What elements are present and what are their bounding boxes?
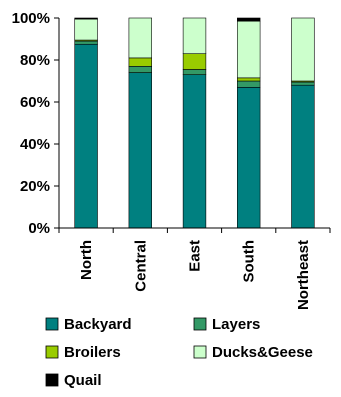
legend-label: Quail <box>64 372 102 389</box>
bar-segment <box>182 74 207 229</box>
bar-segment <box>237 17 261 22</box>
y-tick-label: 0% <box>28 220 50 237</box>
legend-label: Layers <box>212 316 260 333</box>
x-category-label: South <box>241 240 258 282</box>
legend-label: Ducks&Geese <box>212 344 313 361</box>
bar-segment <box>237 20 261 79</box>
y-tick-label: 60% <box>20 94 50 111</box>
legend-swatch-quail <box>45 373 59 387</box>
bar-segment <box>74 17 98 20</box>
bar-segment <box>74 43 98 229</box>
bar-segment <box>182 17 207 55</box>
legend-swatch-layers <box>193 317 207 331</box>
bar-segment <box>74 40 98 45</box>
x-category-label: North <box>78 240 95 280</box>
legend-swatch-broilers <box>45 345 59 359</box>
bar-segment <box>291 81 315 86</box>
y-tick-label: 20% <box>20 178 50 195</box>
x-category-label: Central <box>132 240 149 292</box>
legend-label: Backyard <box>64 316 132 333</box>
y-tick-label: 80% <box>20 52 50 69</box>
legend-swatch-ducks-geese <box>193 345 207 359</box>
bar-segment <box>74 18 98 41</box>
bar-segment <box>291 17 315 82</box>
bar-segment <box>237 77 261 82</box>
bar-segment <box>237 87 261 229</box>
x-category-label: East <box>187 240 204 272</box>
legend-label: Broilers <box>64 344 121 361</box>
bar-segment <box>128 57 152 67</box>
bar-segment <box>291 84 315 229</box>
bar-segment <box>237 80 261 88</box>
legend-swatch-backyard <box>45 317 59 331</box>
bar-segment <box>128 66 152 73</box>
x-category-label: Northeast <box>295 240 312 310</box>
bar-segment <box>128 72 152 229</box>
y-tick-label: 100% <box>12 10 50 27</box>
bar-segment <box>182 53 207 70</box>
bar-segment <box>128 17 152 59</box>
bar-segment <box>182 69 207 75</box>
y-tick-label: 40% <box>20 136 50 153</box>
